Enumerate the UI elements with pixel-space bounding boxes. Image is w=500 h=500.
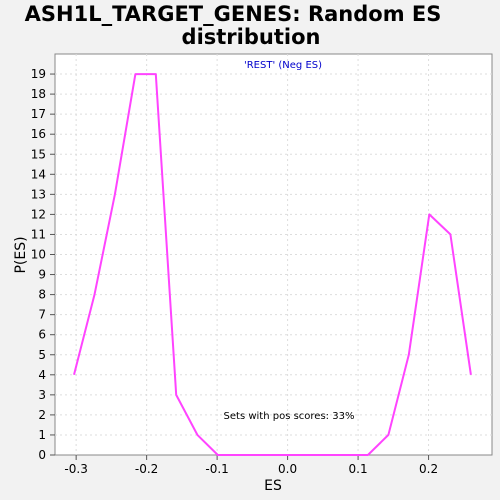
y-tick-label: 18 [31, 87, 46, 101]
series-line [73, 73, 472, 456]
y-tick-label: 9 [38, 268, 46, 282]
x-tick-label: 0.2 [419, 462, 438, 476]
y-axis-label: P(ES) [13, 236, 29, 273]
x-tick-label: -0.2 [135, 462, 158, 476]
annotation-rest-neg-es: 'REST' (Neg ES) [244, 60, 322, 71]
y-tick-label: 19 [31, 67, 46, 81]
x-axis-label: ES [264, 478, 282, 494]
annotation-pos-scores: Sets with pos scores: 33% [224, 411, 355, 422]
y-tick-label: 10 [31, 248, 46, 262]
y-tick-label: 5 [38, 348, 46, 362]
series-layer [73, 73, 472, 456]
y-tick-label: 14 [31, 167, 46, 181]
chart-title-line1: ASH1L_TARGET_GENES: Random ES [25, 2, 442, 26]
y-tick-label: 1 [38, 428, 46, 442]
x-tick-label: 0.1 [349, 462, 368, 476]
y-tick-label: 6 [38, 328, 46, 342]
y-tick-label: 15 [31, 147, 46, 161]
y-tick-label: 4 [38, 368, 46, 382]
chart-title-line2: distribution [182, 25, 321, 49]
y-tick-label: 11 [31, 227, 46, 241]
y-tick-label: 13 [31, 187, 46, 201]
y-tick-label: 8 [38, 288, 46, 302]
grid-lines [55, 54, 492, 455]
y-tick-label: 12 [31, 207, 46, 221]
y-tick-label: 3 [38, 388, 46, 402]
x-tick-label: -0.3 [64, 462, 87, 476]
y-tick-label: 16 [31, 127, 46, 141]
x-tick-label: -0.1 [205, 462, 228, 476]
y-tick-label: 2 [38, 408, 46, 422]
x-tick-label: 0.0 [278, 462, 297, 476]
y-tick-label: 0 [38, 448, 46, 462]
y-tick-label: 7 [38, 308, 46, 322]
y-tick-label: 17 [31, 107, 46, 121]
